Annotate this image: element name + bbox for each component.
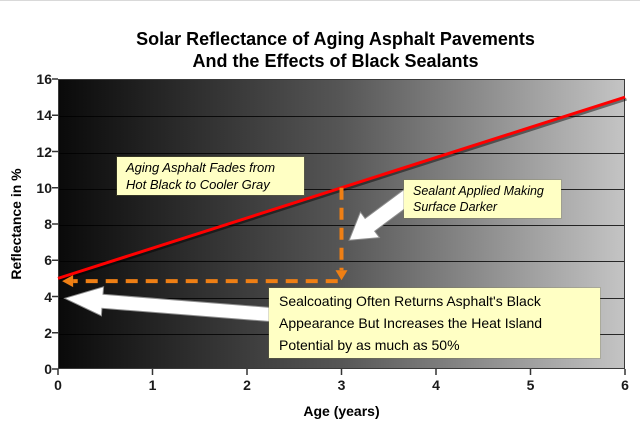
y-tick-label-10: 10 [36,179,52,196]
x-tick-label-5: 5 [526,377,535,393]
y-tick-label-14: 14 [36,107,52,124]
annotation-sealant-line1: Sealant Applied Making [413,184,544,198]
y-tick-label-4: 4 [44,288,52,305]
annotation-fade-line2: Hot Black to Cooler Gray [126,177,270,192]
gridline-y8 [59,225,624,226]
gridline-y14 [59,116,624,118]
x-axis-title: Age (years) [303,403,380,419]
y-tick-label-16: 16 [36,71,52,87]
annotation-sealcoat-line3: Potential by as much as 50% [279,337,460,353]
x-tick-label-2: 2 [243,377,251,393]
sealant-drop-arrow-head [335,270,348,281]
annotation-sealcoat-line1: Sealcoating Often Returns Asphalt's Blac… [279,293,541,309]
x-tick-label-1: 1 [148,377,157,393]
annotation-fade: Aging Asphalt Fades from Hot Black to Co… [117,157,304,195]
x-tick-label-6: 6 [621,377,629,393]
annotation-sealcoat-line2: Appearance But Increases the Heat Island [279,315,543,331]
chart-title-line1: Solar Reflectance of Aging Asphalt Pavem… [136,29,535,49]
gridline-y12 [59,152,624,154]
x-tick-label-4: 4 [432,377,440,393]
chart-title: Solar Reflectance of Aging Asphalt Pavem… [48,28,623,72]
gridline-y6 [59,261,624,263]
y-tick-label-0: 0 [44,361,52,377]
reset-to-black-arrow-head [62,275,74,288]
y-tick-label-2: 2 [44,324,52,341]
x-tick-label-0: 0 [54,377,62,393]
y-tick-label-12: 12 [36,143,52,160]
y-tick-label-8: 8 [44,216,52,232]
y-tick-label-6: 6 [44,252,52,269]
annotation-sealant: Sealant Applied Making Surface Darker [404,180,561,218]
x-tick-label-3: 3 [337,377,346,393]
annotation-sealcoat: Sealcoating Often Returns Asphalt's Blac… [269,288,600,358]
annotation-sealant-line2: Surface Darker [413,200,498,214]
annotation-fade-line1: Aging Asphalt Fades from [126,160,276,175]
sealcoat-pointer-arrow [63,286,273,323]
chart-title-line2: And the Effects of Black Sealants [192,51,479,71]
